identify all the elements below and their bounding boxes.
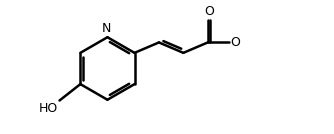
Text: O: O bbox=[231, 36, 240, 49]
Text: O: O bbox=[204, 5, 214, 18]
Text: HO: HO bbox=[39, 102, 58, 115]
Text: N: N bbox=[102, 22, 112, 35]
